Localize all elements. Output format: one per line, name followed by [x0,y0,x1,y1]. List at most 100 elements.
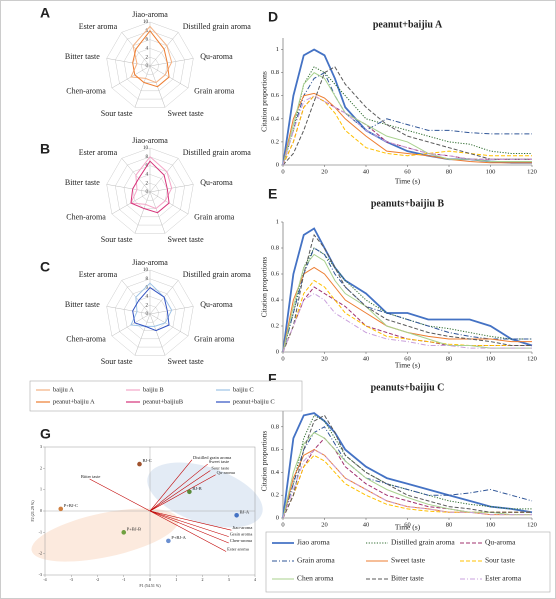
r-tick-label: 0 [146,64,149,69]
legend-box [265,531,551,593]
series-line [282,72,532,166]
x-tick-label: 0 [281,521,284,528]
r-tick-label: 6 [146,286,149,291]
y-axis-title: Citation proportions [260,431,269,492]
grid-ring [106,21,194,108]
grid-ring [141,182,159,201]
legend-box [29,380,303,412]
vector-label: Qu-aroma [217,470,235,475]
sample-point [137,461,142,467]
grid-ring [123,39,177,92]
axis-label: Bitter taste [65,300,100,309]
axis-label: Chen-aroma [66,212,106,221]
sample-point [187,489,192,495]
panel-label: C [40,259,50,275]
panel-label: F [268,371,277,387]
series-line [282,426,533,519]
series-line [282,227,533,353]
r-tick-label: 2 [146,55,149,60]
vector-label: Bitter taste [81,474,101,479]
series-line [282,253,532,353]
axis-label: Grain aroma [194,334,235,343]
y-tick-label: 1 [276,46,279,53]
radar-axis [134,313,151,356]
r-tick-label: 4 [146,47,149,52]
series-line [282,233,532,353]
y-tick-label: 2 [40,465,42,470]
axis-label: Jiao-aroma [132,258,168,267]
series-line [282,279,532,353]
legend-label: Grain aroma [297,556,335,565]
point-label: BJ-B [192,486,201,491]
radar-axis [134,191,151,234]
grid-ring [115,278,185,348]
loading-vector [149,510,229,544]
loading-vector [149,510,227,552]
series-line [282,95,532,166]
y-tick-label: 0.2 [271,322,279,329]
y-tick-label: 0.4 [271,296,280,303]
y-tick-label: 0 [276,348,279,355]
legend-label: peanut+baijiu A [53,398,95,405]
axis-label: Distilled grain aroma [183,148,251,157]
axis-label: Sour taste [101,235,133,244]
legend-label: peanut+baijiuB [143,398,184,405]
y-tick-label: 0.8 [271,244,279,251]
legend-label: Ester aroma [485,574,522,583]
point-label: P+BJ-C [64,503,78,508]
y-tick-label: 0.6 [271,446,280,453]
axis-label: Sweet taste [167,109,204,118]
grid-ring [123,165,177,218]
r-tick-label: 0 [146,312,149,317]
series-line [282,292,532,353]
r-tick-label: 4 [146,173,149,178]
y-axis-title: Citation proportions [260,257,269,318]
series-line [282,414,532,519]
y-tick-label: 0.6 [271,270,280,277]
radar-axis [134,65,151,108]
r-tick-label: 6 [146,38,149,43]
legend-label: Sweet taste [391,556,426,565]
vector-label: Distilled grain aroma [193,455,231,460]
r-tick-label: 4 [146,295,149,300]
grid-ring [141,56,159,75]
x-axis-title: Time (s) [395,177,421,186]
series-line [282,48,532,166]
point-label: BJ-A [240,509,250,514]
y-tick-label: -1 [39,529,42,534]
x-tick-label: 40 [363,168,370,175]
x-tick-label: 1 [175,577,177,582]
x-tick-label: 80 [446,521,453,528]
series-line [282,414,532,519]
chart-title: peanuts+baijiu C [371,382,445,393]
x-tick-label: 100 [486,521,496,528]
legend-label: baijiu B [143,386,164,393]
group-ellipse [31,508,179,562]
series-line [282,92,532,166]
legend-label: Distilled grain aroma [391,538,455,547]
loading-vector [149,459,193,512]
axis-label: Bitter taste [65,52,100,61]
r-tick-label: 2 [146,181,149,186]
series-line [282,266,532,353]
axis-label: Jiao-aroma [132,10,168,19]
x-tick-label: 20 [321,521,328,528]
y-tick-label: 0 [276,514,279,521]
x-tick-label: 80 [446,168,453,175]
x-axis-title: Time (s) [395,523,421,532]
y-tick-label: 1 [40,487,42,492]
x-tick-label: -4 [43,577,46,582]
x-tick-label: 0 [149,577,151,582]
x-tick-label: -1 [122,577,125,582]
y-tick-label: 3 [40,444,42,449]
axis-label: Ester aroma [79,148,118,157]
legend-label: baijiu C [233,386,254,393]
y-tick-label: -3 [39,572,42,577]
legend-label: Chen aroma [297,574,334,583]
radar-axis [106,184,151,193]
x-tick-label: 20 [321,355,328,362]
y-tick-label: 0.2 [271,138,279,145]
legend-label: Bitter taste [391,574,424,583]
r-tick-label: 8 [146,29,149,34]
